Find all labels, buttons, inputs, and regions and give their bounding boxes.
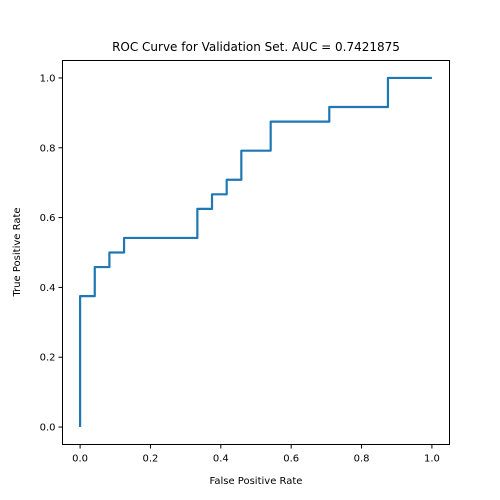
y-tick-label: 1.0 [40,73,56,84]
roc-curve-line [78,76,432,428]
x-tick-label: 0.8 [354,454,370,465]
y-tick-label: 0.8 [40,143,56,154]
x-tick-label: 0.4 [213,454,229,465]
y-tick-label: 0.4 [40,283,56,294]
chart-title: ROC Curve for Validation Set. AUC = 0.74… [112,40,400,54]
y-axis-label: True Positive Rate [12,207,23,297]
y-tick-label: 0.6 [40,213,56,224]
y-axis-ticks: 0.0 0.2 0.4 0.6 0.8 1.0 [40,73,63,434]
y-tick-label: 0.0 [40,423,56,434]
series-layer [78,76,432,428]
x-tick-label: 0.6 [283,454,299,465]
y-tick-label: 0.2 [40,353,56,364]
x-axis-ticks: 0.0 0.2 0.4 0.6 0.8 1.0 [72,444,440,465]
x-tick-label: 0.0 [72,454,88,465]
plot-frame [62,60,450,445]
x-tick-label: 0.2 [143,454,159,465]
x-tick-label: 1.0 [424,454,440,465]
x-axis-label: False Positive Rate [210,476,303,487]
